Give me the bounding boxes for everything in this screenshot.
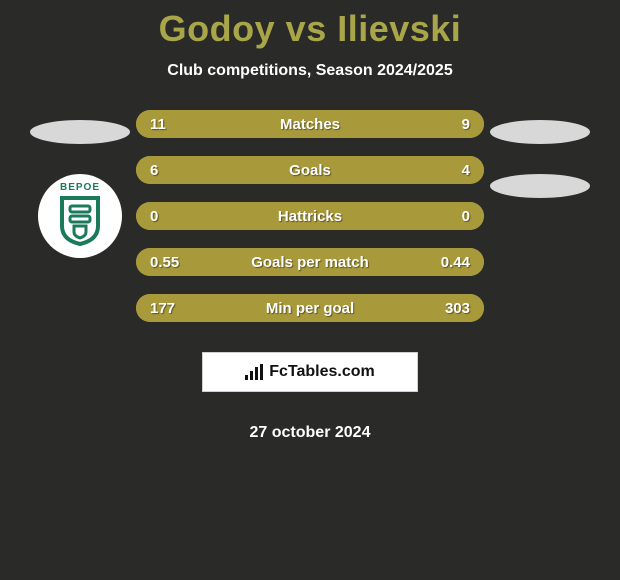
stat-label: Goals <box>289 162 331 179</box>
stat-value-right: 303 <box>445 300 470 317</box>
stat-bar: 0 Hattricks 0 <box>136 202 484 230</box>
chart-icon <box>245 364 263 380</box>
date-text: 27 october 2024 <box>250 424 371 442</box>
club-placeholder-right <box>490 174 590 198</box>
stat-bar: 177 Min per goal 303 <box>136 294 484 322</box>
stat-value-left: 6 <box>150 162 158 179</box>
shield-icon <box>58 196 102 246</box>
stat-bar: 0.55 Goals per match 0.44 <box>136 248 484 276</box>
stat-value-right: 4 <box>462 162 470 179</box>
stat-value-right: 0.44 <box>441 254 470 271</box>
stat-label: Min per goal <box>266 300 354 317</box>
brand-text: FcTables.com <box>269 363 375 381</box>
main-row: BEPOE 11 Matches 9 6 Goals 4 0 Hattricks 0 0.55 Go… <box>0 110 620 442</box>
stat-value-left: 11 <box>150 116 166 133</box>
stat-label: Goals per match <box>251 254 369 271</box>
stat-bars-host: 11 Matches 9 6 Goals 4 0 Hattricks 0 0.55 Goals pe… <box>136 110 484 322</box>
page-subtitle: Club competitions, Season 2024/2025 <box>167 62 452 80</box>
stats-column: 11 Matches 9 6 Goals 4 0 Hattricks 0 0.55 Goals pe… <box>135 110 485 442</box>
player-placeholder-right <box>490 120 590 144</box>
stat-bar: 11 Matches 9 <box>136 110 484 138</box>
right-column <box>485 110 595 198</box>
stat-value-left: 0.55 <box>150 254 179 271</box>
page-root: Godoy vs Ilievski Club competitions, Sea… <box>0 0 620 442</box>
player-placeholder-left <box>30 120 130 144</box>
stat-label: Matches <box>280 116 340 133</box>
stat-value-left: 177 <box>150 300 175 317</box>
brand-box[interactable]: FcTables.com <box>202 352 418 392</box>
left-column: BEPOE <box>25 110 135 258</box>
stat-value-right: 9 <box>462 116 470 133</box>
page-title: Godoy vs Ilievski <box>159 8 462 50</box>
stat-value-left: 0 <box>150 208 158 225</box>
club-badge-left: BEPOE <box>38 174 122 258</box>
club-badge-text: BEPOE <box>60 182 100 193</box>
stat-label: Hattricks <box>278 208 342 225</box>
bar-fill-right <box>327 110 484 138</box>
stat-value-right: 0 <box>462 208 470 225</box>
stat-bar: 6 Goals 4 <box>136 156 484 184</box>
